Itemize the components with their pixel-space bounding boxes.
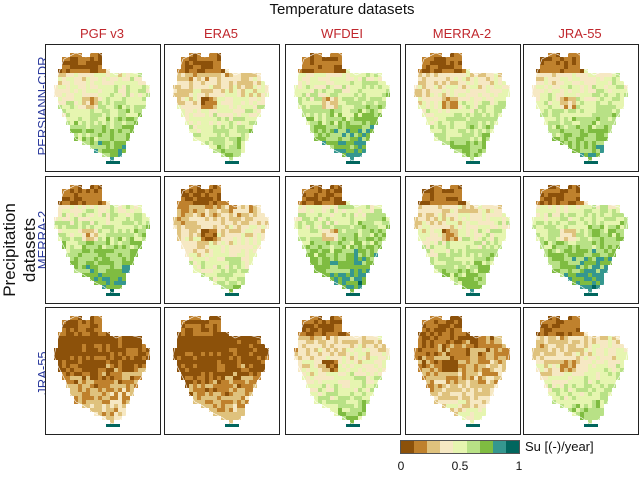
colorbar-label: Su [(-)/year] (525, 439, 594, 454)
map-panel-persiann-cdr-wfdei (285, 44, 401, 172)
column-title-merra-2: MERRA-2 (432, 26, 492, 41)
map-panel-merra-2-era5 (164, 176, 280, 304)
colorbar-segment (401, 441, 415, 453)
map-panel-merra-2-wfdei (285, 176, 401, 304)
temperature-datasets-title: Temperature datasets (269, 1, 415, 18)
map-panel-merra-2-jra-55 (523, 176, 639, 304)
colorbar-segment (427, 441, 441, 453)
colorbar-segment (492, 441, 506, 453)
map-panel-jra-55-wfdei (285, 307, 401, 435)
colorbar-segment (466, 441, 480, 453)
colorbar-segment (414, 441, 428, 453)
map-panel-jra-55-era5 (164, 307, 280, 435)
column-title-wfdei: WFDEI (321, 26, 363, 41)
colorbar (400, 440, 520, 454)
colorbar-segment (505, 441, 519, 453)
map-panel-merra-2-merra-2 (405, 176, 521, 304)
column-title-jra-55: JRA-55 (558, 26, 602, 41)
precipitation-datasets-title: Precipitation datasets (0, 203, 39, 297)
column-title-pgf-v3: PGF v3 (79, 26, 125, 41)
map-panel-merra-2-pgf-v3 (45, 176, 161, 304)
map-panel-persiann-cdr-jra-55 (523, 44, 639, 172)
map-panel-persiann-cdr-merra-2 (405, 44, 521, 172)
colorbar-tick-0: 0 (397, 459, 405, 473)
column-title-era5: ERA5 (204, 26, 238, 41)
colorbar-segment (479, 441, 493, 453)
map-panel-jra-55-pgf-v3 (45, 307, 161, 435)
colorbar-tick-1: 1 (515, 459, 523, 473)
map-panel-persiann-cdr-era5 (164, 44, 280, 172)
colorbar-segment (440, 441, 454, 453)
map-panel-jra-55-jra-55 (523, 307, 639, 435)
map-panel-persiann-cdr-pgf-v3 (45, 44, 161, 172)
colorbar-segment (453, 441, 467, 453)
colorbar-tick-0-5: 0.5 (451, 459, 469, 473)
map-panel-jra-55-merra-2 (405, 307, 521, 435)
